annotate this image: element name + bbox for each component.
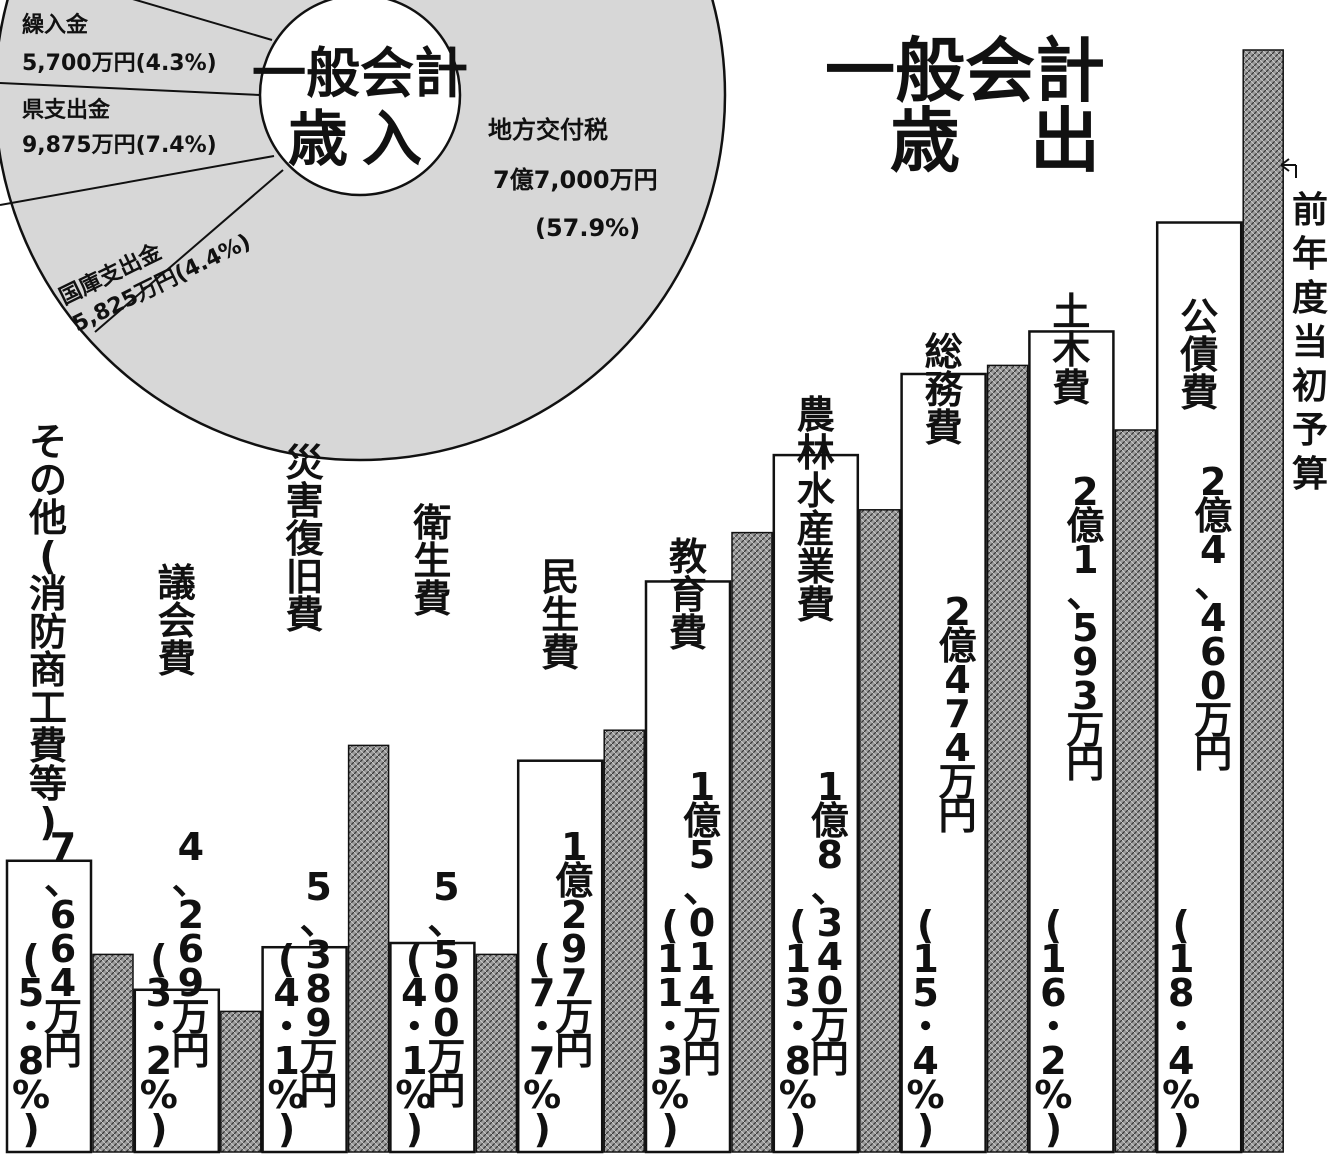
legend-arrow-icon: [1280, 158, 1297, 178]
category-label-7: 総務費: [925, 330, 964, 450]
pie-divider-1: [132, 0, 273, 41]
slice-label-ken-name: 県支出金: [22, 97, 111, 123]
bar-prev-year-5: [731, 531, 773, 1153]
percent-label-1: (3 ・ 2%): [140, 937, 178, 1151]
slice-label-koufuzei-percent: (57.9%): [535, 214, 640, 242]
bar-prev-year-0: [92, 953, 134, 1153]
slice-label-koufuzei-name: 地方交付税: [488, 116, 608, 144]
legend-prev-year: 前年度当初予算: [1280, 158, 1328, 495]
bar-prev-year-1: [220, 1010, 262, 1153]
bar-current-7: [900, 372, 987, 1154]
percent-label-8: (1 6 ・ 2%): [1034, 903, 1072, 1151]
bar-current-0: [5, 859, 93, 1154]
category-label-8: 土木費: [1052, 290, 1090, 410]
pie-divider-4: [94, 169, 284, 333]
percent-label-3: (4 ・ 1%): [395, 937, 433, 1151]
pie-title-line1: 一般会計: [252, 42, 468, 105]
bar-current-8: [1028, 330, 1115, 1154]
value-label-1: 4、 2 6 9 万円: [172, 825, 210, 1073]
legend-prev-year-label: 前年度当初予算: [1292, 190, 1328, 495]
expenditure-bar-chart: その他(消防商工費等)7、 6 6 4 万円(5 ・ 8%) 議会費 4、 2 6 9 万円(3 ・ 2%)…: [5, 49, 1284, 1154]
value-label-6: 1 億 8、 3 4 0 万円: [811, 765, 849, 1081]
bar-prev-year-3: [475, 953, 518, 1153]
value-label-9: 2 億 4、 4 6 0 万円: [1194, 460, 1232, 776]
category-label-0: その他(消防商工費等): [28, 420, 67, 844]
value-label-0: 7、 6 6 4 万円: [44, 825, 82, 1073]
bar-current-6: [772, 453, 860, 1154]
bar-current-9: [1155, 221, 1243, 1154]
category-label-1: 議会費: [158, 561, 196, 681]
category-label-3: 衛生費: [412, 501, 451, 621]
bar-current-4: [516, 759, 604, 1154]
value-label-2: 5、 3 8 9 万円: [300, 865, 338, 1113]
percent-label-6: (1 3 ・ 8%): [779, 903, 817, 1151]
pie-title-line2: 歳入: [288, 105, 436, 175]
bar-current-1: [133, 988, 221, 1154]
bar-prev-year-7: [986, 364, 1029, 1153]
bar-current-3: [389, 941, 476, 1154]
pie-divider-2: [0, 82, 261, 96]
value-label-3: 5、 5 0 0 万円: [427, 865, 465, 1113]
category-label-6: 農林水産業費: [797, 393, 836, 627]
category-label-9: 公債費: [1179, 295, 1218, 415]
slice-label-koufuzei-value: 7億7,000万円: [493, 166, 658, 194]
bar-current-2: [261, 945, 348, 1154]
slice-label-kurikomi-value: 5,700万円(4.3%): [22, 51, 217, 76]
percent-label-9: (1 8 ・ 4%): [1162, 903, 1200, 1151]
slice-label-ken-value: 9,875万円(7.4%): [22, 133, 217, 158]
percent-label-7: (1 5 ・ 4%): [907, 903, 945, 1151]
bar-title-line1: 一般会計: [825, 30, 1105, 112]
revenue-pie-chart: 一般会計 歳入 繰入金 5,700万円(4.3%) 県支出金 9,875万円(7…: [0, 0, 727, 462]
percent-label-4: (7 ・ 7%): [523, 937, 561, 1151]
bar-prev-year-9: [1242, 49, 1284, 1153]
bar-prev-year-4: [603, 729, 645, 1153]
value-label-7: 2 億 4 7 4 万円: [939, 590, 977, 838]
bar-prev-year-8: [1114, 429, 1157, 1153]
bar-prev-year-2: [347, 744, 390, 1153]
slice-label-kurikomi-name: 繰入金: [22, 12, 89, 38]
value-label-5: 1 億 5、 0 1 4 万円: [683, 765, 721, 1081]
pie-divider-3: [0, 155, 275, 206]
category-label-4: 民生費: [541, 555, 579, 675]
category-label-2: 災害復旧費: [285, 441, 325, 637]
percent-label-5: (1 1 ・ 3%): [651, 903, 689, 1151]
category-label-5: 教育費: [669, 535, 707, 655]
bar-title-line2: 歳 出: [890, 100, 1100, 182]
percent-label-0: (5 ・ 8%): [12, 937, 50, 1151]
value-label-8: 2 億 1、 5 9 3 万円: [1066, 470, 1104, 786]
bar-current-5: [644, 580, 732, 1154]
pie-center-hole: [258, 0, 462, 197]
value-label-4: 1 億 2 9 7 万円: [555, 825, 593, 1073]
pie-disc: [0, 0, 727, 462]
pie-dividers: [0, 0, 284, 333]
percent-label-2: (4 ・ 1%): [268, 937, 306, 1151]
bar-prev-year-6: [859, 509, 901, 1153]
